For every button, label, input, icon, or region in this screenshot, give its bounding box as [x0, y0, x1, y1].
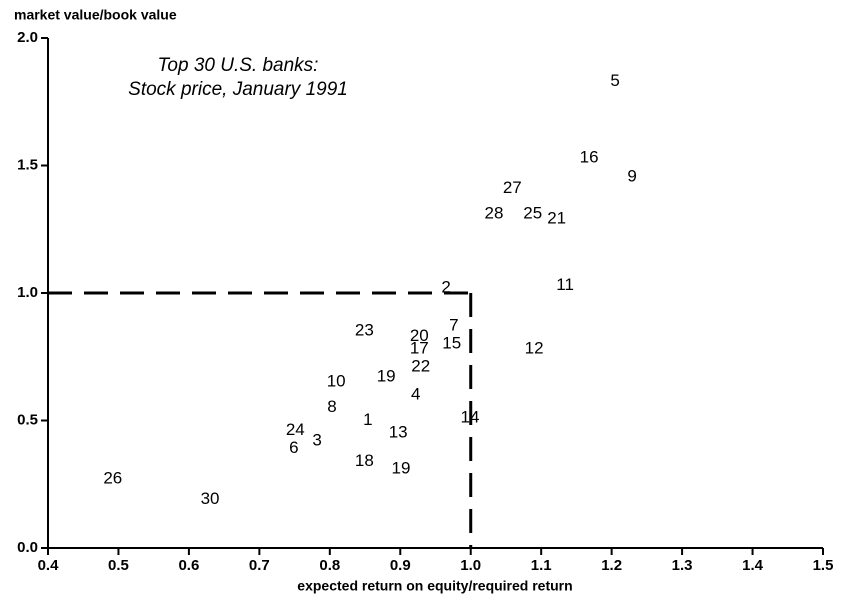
- point-label: 13: [389, 423, 408, 442]
- point-label: 19: [377, 367, 396, 386]
- point-label: 9: [627, 166, 636, 185]
- x-tick-label: 0.9: [390, 557, 411, 574]
- point-label: 15: [442, 333, 461, 352]
- point-label: 14: [461, 407, 480, 426]
- x-tick-label: 1.0: [460, 557, 481, 574]
- y-tick-label: 0.0: [17, 539, 38, 556]
- point-label: 19: [392, 458, 411, 477]
- point-label: 7: [449, 316, 458, 335]
- point-label: 28: [485, 203, 504, 222]
- y-axis-label: market value/book value: [14, 7, 177, 23]
- x-tick-label: 1.4: [742, 557, 764, 574]
- point-label: 24: [286, 420, 305, 439]
- x-tick-label: 1.5: [813, 557, 834, 574]
- point-label: 1: [363, 410, 372, 429]
- point-label: 6: [289, 438, 298, 457]
- point-label: 23: [355, 321, 374, 340]
- point-label: 4: [411, 384, 420, 403]
- x-tick-label: 0.5: [108, 557, 129, 574]
- y-tick-label: 1.5: [17, 156, 38, 173]
- point-label: 22: [411, 356, 430, 375]
- y-tick-label: 0.5: [17, 411, 38, 428]
- chart-title: Stock price, January 1991: [128, 79, 348, 100]
- point-label: 8: [327, 397, 336, 416]
- point-label: 20: [410, 326, 429, 345]
- point-label: 2: [441, 277, 450, 296]
- point-label: 3: [312, 430, 321, 449]
- x-axis-label: expected return on equity/required retur…: [297, 578, 572, 594]
- point-label: 30: [201, 489, 220, 508]
- x-tick-label: 0.8: [319, 557, 340, 574]
- point-label: 26: [103, 469, 122, 488]
- point-label: 11: [556, 275, 574, 294]
- y-tick-label: 2.0: [17, 29, 38, 46]
- x-tick-label: 1.1: [531, 557, 552, 574]
- x-tick-label: 0.6: [178, 557, 199, 574]
- x-tick-label: 0.7: [249, 557, 270, 574]
- y-tick-label: 1.0: [17, 284, 38, 301]
- point-label: 25: [523, 203, 542, 222]
- x-tick-label: 1.2: [601, 557, 622, 574]
- point-label: 5: [610, 71, 619, 90]
- point-label: 12: [525, 339, 544, 358]
- chart-title: Top 30 U.S. banks:: [158, 55, 319, 76]
- point-label: 21: [547, 209, 566, 228]
- point-label: 18: [355, 451, 374, 470]
- point-label: 10: [327, 372, 346, 391]
- point-label: 17: [410, 339, 429, 358]
- point-label: 16: [580, 147, 599, 166]
- point-label: 27: [503, 178, 522, 197]
- x-tick-label: 0.4: [38, 557, 60, 574]
- x-tick-label: 1.3: [672, 557, 693, 574]
